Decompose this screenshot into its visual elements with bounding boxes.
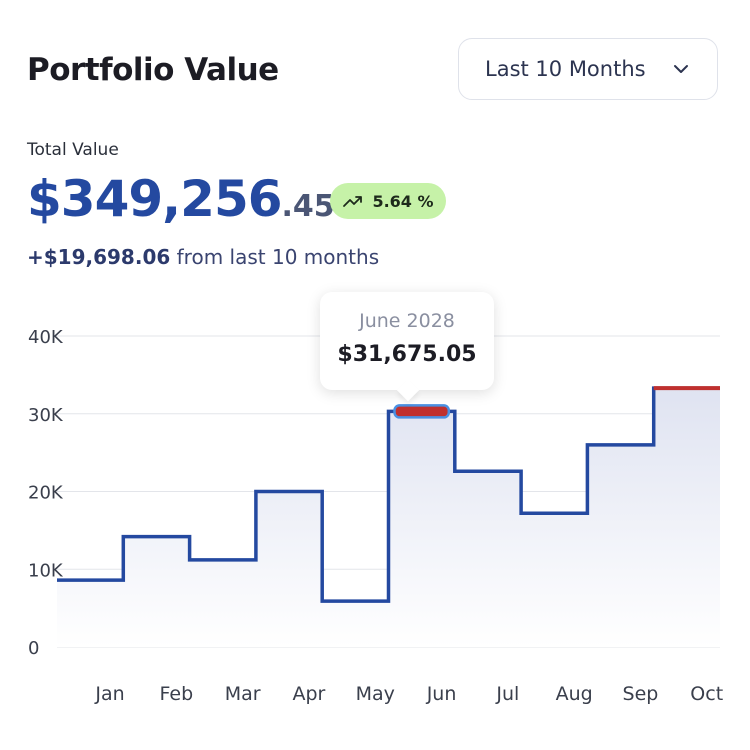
series-line xyxy=(57,386,720,603)
chevron-down-icon xyxy=(674,65,688,73)
change-amount: +$19,698.06 xyxy=(27,245,171,269)
change-badge-text: 5.64 % xyxy=(372,191,434,211)
x-tick-label: Apr xyxy=(293,683,326,705)
tooltip-date: June 2028 xyxy=(359,310,455,332)
change-badge: 5.64 % xyxy=(330,183,446,219)
highlight-marker xyxy=(393,404,451,419)
total-value: $349,256.45 xyxy=(27,170,335,228)
y-tick-label: 0 xyxy=(28,638,39,659)
range-dropdown[interactable]: Last 10 Months xyxy=(458,38,718,100)
x-tick-label: Feb xyxy=(160,683,194,705)
x-tick-label: Jul xyxy=(495,683,519,705)
change-summary: +$19,698.06 from last 10 months xyxy=(27,245,379,269)
chart-tooltip: June 2028 $31,675.05 xyxy=(320,292,494,390)
x-tick-label: Jan xyxy=(94,683,124,705)
total-value-label: Total Value xyxy=(27,140,119,160)
x-tick-label: Mar xyxy=(225,683,261,705)
total-value-main: $349,256 xyxy=(27,170,283,228)
trending-up-icon xyxy=(343,196,363,207)
x-tick-label: Oct xyxy=(690,683,723,705)
y-tick-label: 20K xyxy=(28,483,64,504)
total-value-cents: .45 xyxy=(281,189,335,224)
x-tick-label: Sep xyxy=(623,683,659,705)
x-tick-label: Jun xyxy=(426,683,457,705)
y-tick-label: 40K xyxy=(28,327,64,348)
x-tick-label: Aug xyxy=(556,683,593,705)
tooltip-value: $31,675.05 xyxy=(337,342,477,367)
y-tick-label: 10K xyxy=(28,560,64,581)
x-tick-label: May xyxy=(356,683,395,705)
page-title: Portfolio Value xyxy=(27,52,279,88)
change-text: from last 10 months xyxy=(176,245,380,269)
y-tick-label: 30K xyxy=(28,405,64,426)
range-dropdown-label: Last 10 Months xyxy=(485,57,646,81)
